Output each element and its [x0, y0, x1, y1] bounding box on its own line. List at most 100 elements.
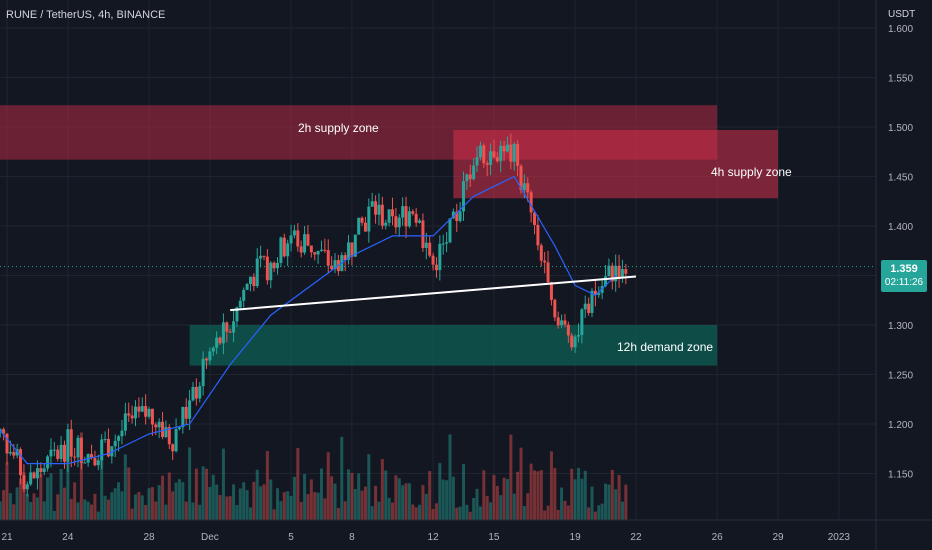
candle-body [441, 243, 445, 245]
volume-bar [499, 495, 503, 520]
candle-body [218, 337, 222, 344]
volume-bar [205, 468, 209, 520]
volume-bar [35, 497, 39, 520]
volume-bar [353, 489, 357, 520]
volume-bar [79, 432, 83, 520]
volume-bar [184, 501, 188, 520]
candle-body [5, 433, 9, 454]
volume-bar [505, 479, 509, 520]
candle-body [576, 335, 580, 337]
volume-bar [391, 502, 394, 520]
volume-bar [73, 482, 77, 520]
symbol-title: RUNE / TetherUS, 4h, BINANCE [6, 9, 166, 21]
volume-bar [617, 474, 621, 520]
volume-bar [49, 473, 53, 520]
candle-body [309, 245, 313, 253]
candle-body [286, 243, 290, 257]
volume-bar [218, 495, 222, 520]
candle-body [120, 430, 124, 437]
y-tick-label: 1.500 [888, 123, 913, 134]
volume-bar [529, 463, 533, 520]
candle-body [597, 292, 601, 295]
volume-bar [52, 510, 56, 520]
candle-body [39, 468, 43, 473]
x-tick-label: Dec [201, 532, 219, 543]
candle-body [566, 324, 570, 336]
volume-bar [225, 496, 229, 520]
volume-bar [150, 487, 154, 520]
candle-body [333, 260, 337, 270]
volume-bar [19, 478, 23, 520]
volume-bar [367, 454, 371, 520]
volume-bar [106, 499, 110, 520]
candle-body [184, 406, 188, 419]
volume-bar [411, 504, 415, 520]
candle-body [198, 386, 202, 399]
volume-bar [248, 507, 252, 520]
candle-body [242, 289, 246, 301]
volume-bar [570, 468, 574, 520]
volume-bar [340, 436, 344, 520]
candle-body [289, 235, 293, 244]
zone-label-4h-supply: 4h supply zone [711, 165, 792, 179]
volume-bar [607, 484, 611, 520]
candle-body [19, 449, 23, 476]
volume-bar [462, 464, 466, 520]
volume-bar [509, 434, 513, 520]
volume-bar [232, 484, 236, 520]
candle-body [407, 211, 411, 227]
candle-body [228, 331, 232, 333]
candle-body [262, 255, 266, 257]
candle-body [394, 216, 398, 228]
candle-body [296, 230, 300, 247]
candle-body [211, 347, 215, 352]
volume-bar [56, 494, 60, 520]
volume-bar [590, 486, 594, 520]
candle-body [556, 317, 560, 326]
volume-bar [580, 478, 584, 520]
x-tick-label: 12 [428, 532, 440, 543]
candle-body [49, 449, 53, 457]
volume-bar [468, 511, 472, 520]
volume-bar [255, 469, 259, 520]
volume-bar [140, 495, 144, 520]
candle-body [610, 265, 614, 282]
volume-bar [421, 485, 425, 520]
volume-bar [39, 474, 43, 520]
y-tick-label: 1.250 [888, 371, 913, 382]
candle-body [374, 201, 378, 215]
trendline [230, 275, 637, 312]
candle-body [455, 211, 459, 222]
candle-body [448, 218, 452, 243]
volume-bar [451, 476, 455, 520]
candle-body [414, 213, 418, 223]
candle-body [404, 206, 408, 227]
y-tick-label: 1.400 [888, 222, 913, 233]
volume-bar [127, 467, 131, 520]
candle-body [42, 468, 46, 473]
volume-bar [147, 488, 151, 520]
volume-bar [211, 474, 215, 520]
candle-body [570, 335, 574, 348]
volume-bar [394, 475, 398, 520]
x-tick-label: 19 [570, 532, 582, 543]
volume-bar [316, 492, 320, 520]
volume-bar [238, 488, 242, 520]
volume-bar [154, 501, 158, 520]
volume-bar [377, 501, 381, 520]
volume-bar [29, 501, 33, 520]
candle-body [25, 484, 29, 490]
volume-bar [174, 482, 178, 520]
candle-body [319, 249, 323, 251]
candle-body [502, 145, 506, 152]
candle-body [181, 406, 185, 428]
candle-body [546, 262, 550, 283]
candle-body [401, 206, 405, 218]
candle-body [96, 460, 100, 466]
candle-body [205, 358, 209, 361]
volume-bar [171, 491, 175, 520]
candle-body [516, 143, 520, 166]
volume-bar [272, 509, 276, 520]
